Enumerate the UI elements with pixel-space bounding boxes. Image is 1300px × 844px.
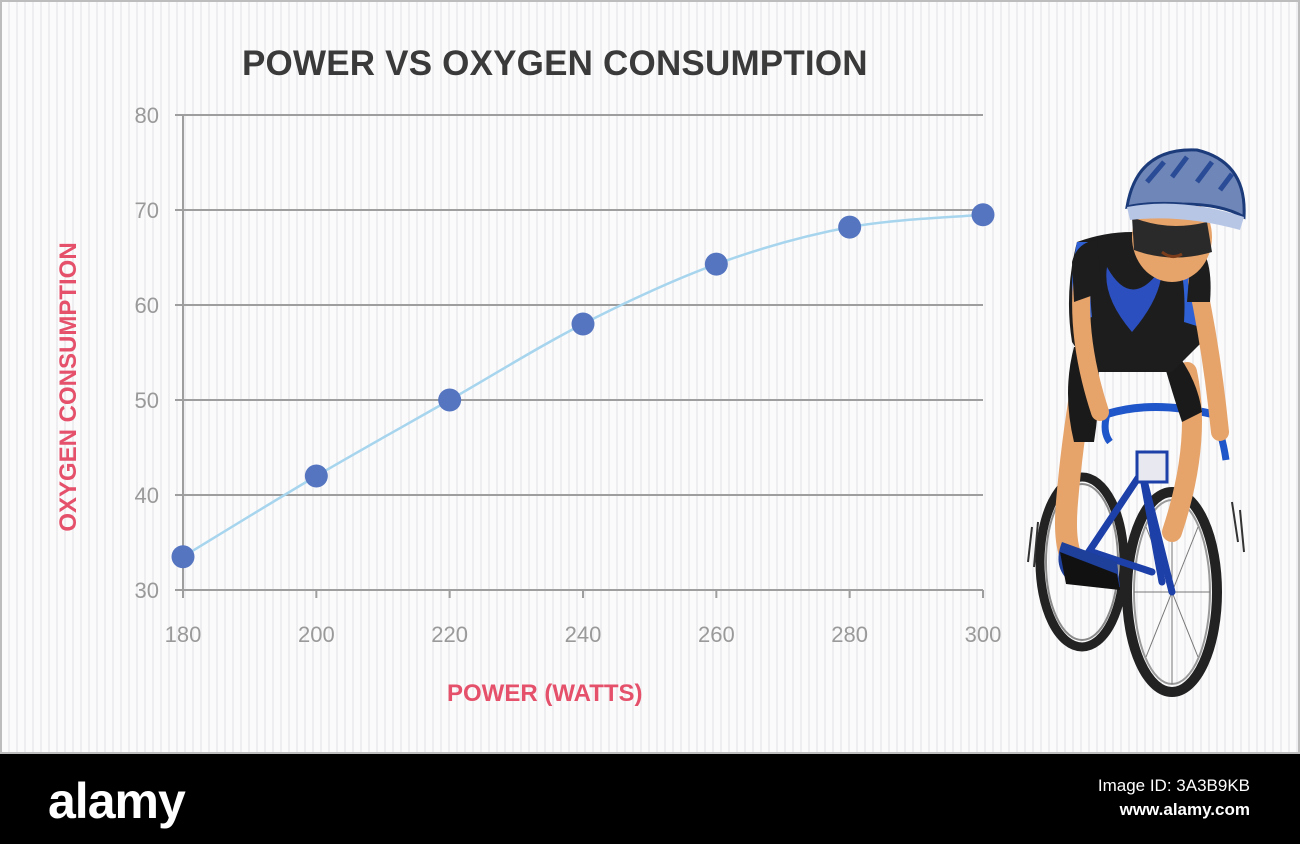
x-tick-label: 300 [965,622,1002,647]
gridlines [175,114,984,598]
data-point [838,215,862,239]
cyclist-icon [1027,148,1246,697]
data-point [438,388,462,412]
line-chart: 30 40 50 60 70 80 180 200 220 240 260 280 300 [135,103,1002,647]
y-axis-label: OXYGEN CONSUMPTION [55,242,82,532]
x-tick-label: 260 [698,622,735,647]
data-point [304,464,328,488]
x-axis-label: POWER (WATTS) [447,680,643,707]
image-id: Image ID: 3A3B9KB [1097,776,1250,795]
x-tick-label: 200 [298,622,335,647]
y-tick-label: 80 [135,103,159,128]
y-tick-labels: 30 40 50 60 70 80 [135,103,159,603]
watermark-bar: alamy Image ID: 3A3B9KB www.alamy.com [0,754,1300,844]
x-tick-label: 220 [431,622,468,647]
y-tick-label: 50 [135,388,159,413]
y-tick-label: 40 [135,483,159,508]
data-points [171,203,995,569]
series-line [182,213,984,558]
x-tick-label: 180 [165,622,202,647]
data-point [704,252,728,276]
chart-panel: POWER VS OXYGEN CONSUMPTION 30 40 50 60 70 80… [0,0,1300,754]
x-tick-label: 280 [831,622,868,647]
y-tick-label: 70 [135,198,159,223]
x-tick-label: 240 [565,622,602,647]
site-url: www.alamy.com [1119,800,1250,819]
chart-title: POWER VS OXYGEN CONSUMPTION [242,44,868,83]
brand-logo: alamy [48,773,186,829]
y-tick-label: 30 [135,578,159,603]
y-tick-label: 60 [135,293,159,318]
x-tick-labels: 180 200 220 240 260 280 300 [165,622,1002,647]
data-point [571,312,595,336]
data-point [971,203,995,227]
series-lines [182,213,984,558]
data-point [171,545,195,569]
